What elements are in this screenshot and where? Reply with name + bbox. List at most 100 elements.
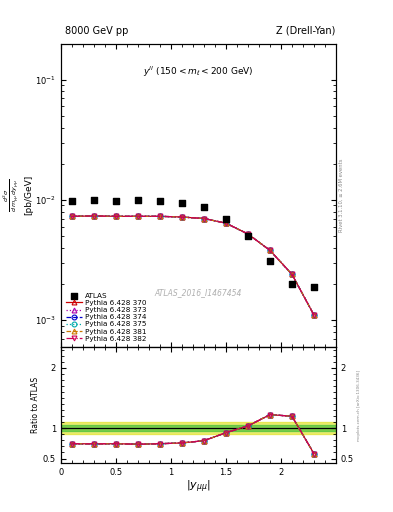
- Legend: ATLAS, Pythia 6.428 370, Pythia 6.428 373, Pythia 6.428 374, Pythia 6.428 375, P: ATLAS, Pythia 6.428 370, Pythia 6.428 37…: [64, 291, 148, 343]
- ATLAS: [69, 197, 75, 205]
- Bar: [61, 425, 336, 431]
- Pythia 6.428 374: [224, 220, 228, 226]
- ATLAS: [201, 202, 207, 210]
- Pythia 6.428 373: [180, 214, 184, 220]
- Pythia 6.428 374: [246, 231, 250, 237]
- Pythia 6.428 382: [290, 271, 294, 278]
- ATLAS: [311, 283, 317, 291]
- Pythia 6.428 381: [290, 271, 294, 278]
- Y-axis label: mcplots.cern.ch [arXiv:1306.3436]: mcplots.cern.ch [arXiv:1306.3436]: [357, 370, 361, 441]
- ATLAS: [91, 196, 97, 204]
- Pythia 6.428 381: [92, 213, 96, 219]
- Pythia 6.428 374: [70, 213, 74, 219]
- Pythia 6.428 382: [224, 220, 228, 226]
- Pythia 6.428 375: [180, 214, 184, 220]
- Pythia 6.428 381: [70, 213, 74, 219]
- ATLAS: [157, 197, 163, 205]
- Text: 8000 GeV pp: 8000 GeV pp: [65, 26, 128, 36]
- Pythia 6.428 374: [202, 216, 206, 222]
- Pythia 6.428 370: [246, 231, 250, 237]
- Pythia 6.428 375: [158, 213, 162, 219]
- X-axis label: $|y_{\mu\mu}|$: $|y_{\mu\mu}|$: [186, 479, 211, 495]
- Pythia 6.428 374: [268, 247, 272, 253]
- Pythia 6.428 381: [224, 220, 228, 226]
- Pythia 6.428 373: [246, 231, 250, 237]
- Pythia 6.428 382: [70, 213, 74, 219]
- Line: Pythia 6.428 373: Pythia 6.428 373: [70, 214, 316, 317]
- Pythia 6.428 374: [312, 312, 316, 318]
- Pythia 6.428 381: [312, 312, 316, 318]
- Pythia 6.428 382: [268, 247, 272, 253]
- Text: Z (Drell-Yan): Z (Drell-Yan): [276, 26, 335, 36]
- Pythia 6.428 381: [202, 216, 206, 222]
- Pythia 6.428 382: [158, 213, 162, 219]
- Pythia 6.428 382: [180, 214, 184, 220]
- Pythia 6.428 373: [158, 213, 162, 219]
- Pythia 6.428 375: [70, 213, 74, 219]
- Pythia 6.428 374: [92, 213, 96, 219]
- Line: Pythia 6.428 382: Pythia 6.428 382: [70, 214, 316, 317]
- Pythia 6.428 382: [136, 213, 140, 219]
- Pythia 6.428 370: [290, 271, 294, 278]
- Pythia 6.428 381: [268, 247, 272, 253]
- Pythia 6.428 374: [290, 271, 294, 278]
- Pythia 6.428 382: [312, 312, 316, 318]
- Pythia 6.428 373: [290, 271, 294, 278]
- Pythia 6.428 382: [202, 216, 206, 222]
- Line: Pythia 6.428 370: Pythia 6.428 370: [70, 214, 316, 317]
- Pythia 6.428 382: [92, 213, 96, 219]
- ATLAS: [179, 199, 185, 207]
- Pythia 6.428 373: [92, 213, 96, 219]
- Pythia 6.428 370: [180, 214, 184, 220]
- ATLAS: [223, 215, 229, 223]
- Y-axis label: $\frac{d^2\sigma}{d\,m_{\mu\mu}\,dy_{\mu\mu}}$
[pb/GeV]: $\frac{d^2\sigma}{d\,m_{\mu\mu}\,dy_{\mu…: [2, 175, 34, 215]
- Pythia 6.428 373: [224, 220, 228, 226]
- ATLAS: [267, 257, 273, 265]
- Pythia 6.428 381: [158, 213, 162, 219]
- ATLAS: [289, 280, 295, 288]
- Pythia 6.428 373: [312, 312, 316, 318]
- Pythia 6.428 370: [224, 220, 228, 226]
- Pythia 6.428 373: [136, 213, 140, 219]
- Pythia 6.428 382: [114, 213, 118, 219]
- Pythia 6.428 381: [246, 231, 250, 237]
- Text: $y^{ll}\ (150 < m_{\ell} < 200\ \mathrm{GeV})$: $y^{ll}\ (150 < m_{\ell} < 200\ \mathrm{…: [143, 65, 254, 79]
- Line: Pythia 6.428 381: Pythia 6.428 381: [70, 214, 316, 317]
- Y-axis label: Rivet 3.1.10, ≥ 2.6M events: Rivet 3.1.10, ≥ 2.6M events: [339, 158, 344, 232]
- Pythia 6.428 375: [224, 220, 228, 226]
- Text: ATLAS_2016_I1467454: ATLAS_2016_I1467454: [155, 288, 242, 296]
- Y-axis label: Ratio to ATLAS: Ratio to ATLAS: [31, 377, 40, 433]
- Pythia 6.428 381: [114, 213, 118, 219]
- Pythia 6.428 370: [92, 213, 96, 219]
- Pythia 6.428 374: [136, 213, 140, 219]
- Pythia 6.428 375: [312, 312, 316, 318]
- Pythia 6.428 374: [158, 213, 162, 219]
- Pythia 6.428 374: [114, 213, 118, 219]
- ATLAS: [245, 232, 251, 240]
- Pythia 6.428 373: [202, 216, 206, 222]
- ATLAS: [135, 196, 141, 204]
- Line: Pythia 6.428 374: Pythia 6.428 374: [70, 214, 316, 317]
- Pythia 6.428 375: [246, 231, 250, 237]
- Pythia 6.428 382: [246, 231, 250, 237]
- Pythia 6.428 381: [136, 213, 140, 219]
- Pythia 6.428 375: [290, 271, 294, 278]
- Line: Pythia 6.428 375: Pythia 6.428 375: [70, 214, 316, 317]
- Pythia 6.428 373: [268, 247, 272, 253]
- Pythia 6.428 370: [158, 213, 162, 219]
- Pythia 6.428 375: [114, 213, 118, 219]
- Pythia 6.428 370: [268, 247, 272, 253]
- Pythia 6.428 375: [92, 213, 96, 219]
- Pythia 6.428 373: [70, 213, 74, 219]
- Pythia 6.428 370: [136, 213, 140, 219]
- Bar: [61, 422, 336, 434]
- Pythia 6.428 375: [202, 216, 206, 222]
- Pythia 6.428 381: [180, 214, 184, 220]
- Pythia 6.428 370: [114, 213, 118, 219]
- Pythia 6.428 370: [70, 213, 74, 219]
- Pythia 6.428 370: [202, 216, 206, 222]
- Pythia 6.428 370: [312, 312, 316, 318]
- Pythia 6.428 375: [136, 213, 140, 219]
- Pythia 6.428 373: [114, 213, 118, 219]
- ATLAS: [113, 197, 119, 205]
